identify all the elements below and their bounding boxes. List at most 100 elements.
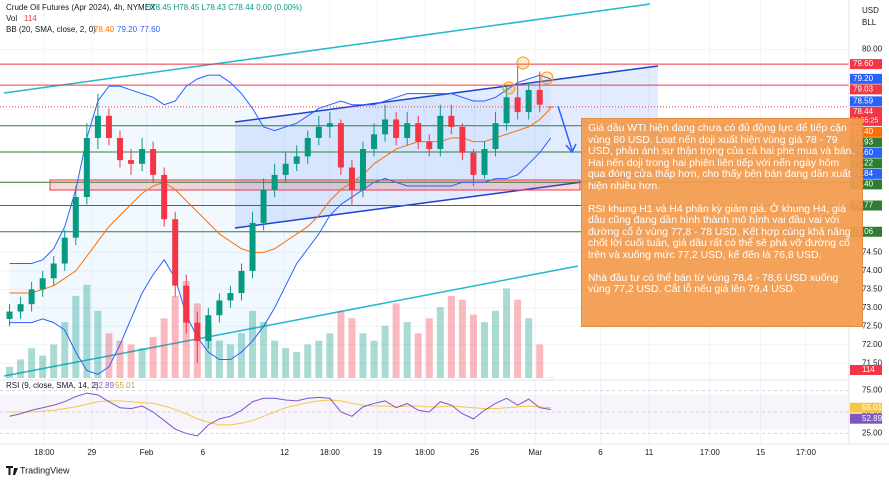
x-tick-label: 17:00 [796,448,817,457]
annotation-text: Giá dầu WTI hiện đang chưa có đủ động lự… [588,123,855,192]
candle-body [437,115,444,150]
bb-line [9,74,551,265]
candle-body [105,115,112,138]
volume-bar [282,348,290,378]
arrow [557,105,577,154]
candle-body [382,119,389,135]
x-tick-label: 6 [201,448,206,457]
y-tick-label: 71.50 [862,358,883,367]
y-tick-label: 75.00 [862,386,883,395]
x-tick-label: Feb [140,448,154,457]
candle-body [503,97,510,124]
volume-bar [525,318,533,378]
value-tag [850,413,882,424]
price-tag-label: 78.40 [853,127,874,136]
y-tick-label: 73.00 [862,303,883,312]
x-tick-label: 19 [373,448,382,457]
candle-body [150,149,157,175]
brand: TradingView [20,465,70,475]
price-tag-label: 77.60 [853,148,874,157]
price-tag [850,200,882,211]
annotation-text: Nhà đầu tư có thể bán từ vùng 78,4 - 78,… [588,272,839,296]
plot [0,63,849,437]
rsi-line [9,399,551,426]
rsi-line [9,392,551,437]
rsi-value: 55.01 [115,381,136,390]
candle-body [326,123,333,127]
candle-body [415,123,422,142]
candle-body [50,263,57,279]
price-tag-label: 79.03 [853,84,874,93]
price-tag-label: 78.59 [853,96,874,105]
candle-body [260,189,267,223]
candle-body [525,89,532,113]
candle-body [39,278,46,290]
logo [6,466,18,475]
candle-body [216,300,223,316]
candle-body [183,285,190,323]
bb-value: 77.60 [140,25,161,34]
volume-bar [436,307,444,378]
volume-bar [149,336,157,378]
rsi-title: RSI (9, close, SMA, 14, 2) [6,381,99,390]
x-tick-label: 17:00 [700,448,721,457]
y-tick-label: 74.50 [862,248,883,257]
bb-value: 78.40 [94,25,115,34]
volume-bar [249,310,257,378]
volume-bar [392,303,400,378]
candle-body [94,115,101,138]
volume-tag [850,365,882,375]
shoulder-marker [502,81,516,95]
volume-bar [414,333,422,378]
x-tick-label: 29 [87,448,96,457]
price-tag [850,137,882,148]
annotation-text: RSI khung H1 và H4 phân kỳ giảm giá. Ở k… [588,203,851,261]
price-tag [850,158,882,169]
candle-body [293,156,300,164]
volume-bar [326,333,334,378]
volume-bar [72,295,80,378]
volume-bar [480,322,488,378]
candle-body [227,293,234,301]
candle-body [393,119,400,138]
price-tag [850,96,882,107]
bb-label: BB (20, SMA, close, 2, 0) [6,25,96,34]
volume-bar [138,348,146,378]
price-tag-label: 75.06 [853,227,874,236]
trendline-lower [3,265,579,377]
candle-body [249,222,256,271]
annotation: Giá dầu WTI hiện đang chưa có đủ động lự… [581,118,863,327]
candle-body [17,304,24,312]
volume-bar [492,310,500,378]
volume-bar [127,344,135,378]
candle-body [404,123,411,138]
volume-bar [403,322,411,378]
price-tag [850,168,882,179]
zone [49,179,581,191]
bb-line [9,137,552,375]
candle-body [459,126,466,153]
x-tick-label: Mar [528,448,542,457]
x-tick-label: 15 [756,448,765,457]
candle-body [371,134,378,150]
volume-bar [503,288,511,378]
price-tag-label: 77.22 [853,158,874,167]
y-tick-label: 72.00 [862,340,883,349]
x-tick-label: 18:00 [320,448,341,457]
candle-body [514,97,521,113]
trendline-upper [3,3,651,94]
volume-bar [469,314,477,378]
price-tag-label: 76.84 [853,169,874,178]
candle-body [547,106,554,108]
candle-body [139,149,146,164]
x-tick-label: 12 [280,448,289,457]
price-tag [850,179,882,190]
candle-body [348,167,355,190]
volume-bar [458,299,466,378]
volume-bar [370,340,378,378]
price-tag-label: 78.44 [853,107,874,116]
candle-body [448,115,455,127]
candle-body [72,197,79,238]
volume-bar [116,340,124,378]
